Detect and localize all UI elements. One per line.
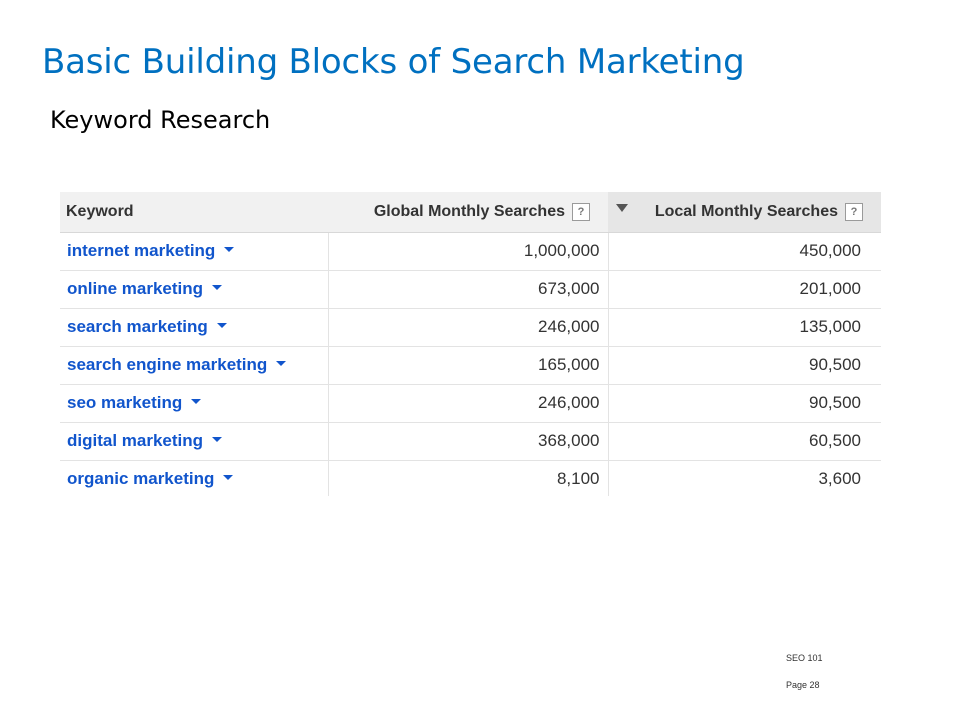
local-searches-cell: 201,000: [608, 270, 881, 309]
keyword-link[interactable]: digital marketing: [67, 431, 204, 450]
keyword-cell[interactable]: seo marketing: [60, 384, 329, 423]
chevron-down-icon[interactable]: [212, 437, 223, 443]
table-row: internet marketing 1,000,000 450,000: [60, 232, 881, 271]
table-row: search marketing 246,000 135,000: [60, 308, 881, 347]
keyword-link[interactable]: internet marketing: [67, 241, 216, 260]
keyword-table: Keyword Global Monthly Searches? Local M…: [60, 192, 881, 496]
chevron-down-icon[interactable]: [191, 399, 202, 405]
table-row: organic marketing 8,100 3,600: [60, 460, 881, 496]
table-row: digital marketing 368,000 60,500: [60, 422, 881, 461]
keyword-link[interactable]: search marketing: [67, 317, 208, 336]
chevron-down-icon[interactable]: [212, 285, 223, 291]
table-header-row: Keyword Global Monthly Searches? Local M…: [60, 192, 881, 233]
local-searches-cell: 60,500: [608, 422, 881, 461]
keyword-link[interactable]: search engine marketing: [67, 355, 268, 374]
chevron-down-icon[interactable]: [223, 475, 234, 481]
column-header-local-monthly-searches[interactable]: Local Monthly Searches?: [608, 192, 881, 233]
global-searches-cell: 8,100: [328, 460, 609, 496]
local-searches-cell: 90,500: [608, 346, 881, 385]
local-searches-cell: 3,600: [608, 460, 881, 496]
keyword-link[interactable]: organic marketing: [67, 469, 215, 488]
global-searches-cell: 368,000: [328, 422, 609, 461]
global-searches-cell: 1,000,000: [328, 232, 609, 271]
keyword-cell[interactable]: search engine marketing: [60, 346, 329, 385]
keyword-cell[interactable]: internet marketing: [60, 232, 329, 271]
footer-course-label: SEO 101: [786, 653, 823, 663]
table-row: search engine marketing 165,000 90,500: [60, 346, 881, 385]
help-icon[interactable]: ?: [572, 202, 590, 221]
keyword-link[interactable]: seo marketing: [67, 393, 183, 412]
local-searches-cell: 135,000: [608, 308, 881, 347]
slide-title: Basic Building Blocks of Search Marketin…: [42, 42, 745, 82]
chevron-down-icon[interactable]: [216, 323, 227, 329]
local-searches-cell: 90,500: [608, 384, 881, 423]
keyword-cell[interactable]: online marketing: [60, 270, 329, 309]
local-searches-cell: 450,000: [608, 232, 881, 271]
column-header-global-label: Global Monthly Searches: [373, 202, 565, 220]
global-searches-cell: 165,000: [328, 346, 609, 385]
column-header-local-label: Local Monthly Searches: [654, 202, 838, 220]
chevron-down-icon[interactable]: [276, 361, 287, 367]
keyword-link[interactable]: online marketing: [67, 279, 204, 298]
help-icon[interactable]: ?: [845, 202, 863, 221]
table-row: online marketing 673,000 201,000: [60, 270, 881, 309]
column-header-keyword-label: Keyword: [66, 202, 134, 220]
footer-page-number: Page 28: [786, 680, 820, 690]
column-header-global-monthly-searches[interactable]: Global Monthly Searches?: [328, 192, 608, 233]
keyword-cell[interactable]: organic marketing: [60, 460, 329, 496]
table-row: seo marketing 246,000 90,500: [60, 384, 881, 423]
keyword-cell[interactable]: search marketing: [60, 308, 329, 347]
slide-subtitle: Keyword Research: [50, 106, 271, 134]
global-searches-cell: 246,000: [328, 308, 609, 347]
column-header-keyword[interactable]: Keyword: [60, 192, 328, 233]
keyword-cell[interactable]: digital marketing: [60, 422, 329, 461]
sort-descending-icon: [616, 204, 628, 212]
global-searches-cell: 673,000: [328, 270, 609, 309]
global-searches-cell: 246,000: [328, 384, 609, 423]
chevron-down-icon[interactable]: [224, 247, 235, 253]
